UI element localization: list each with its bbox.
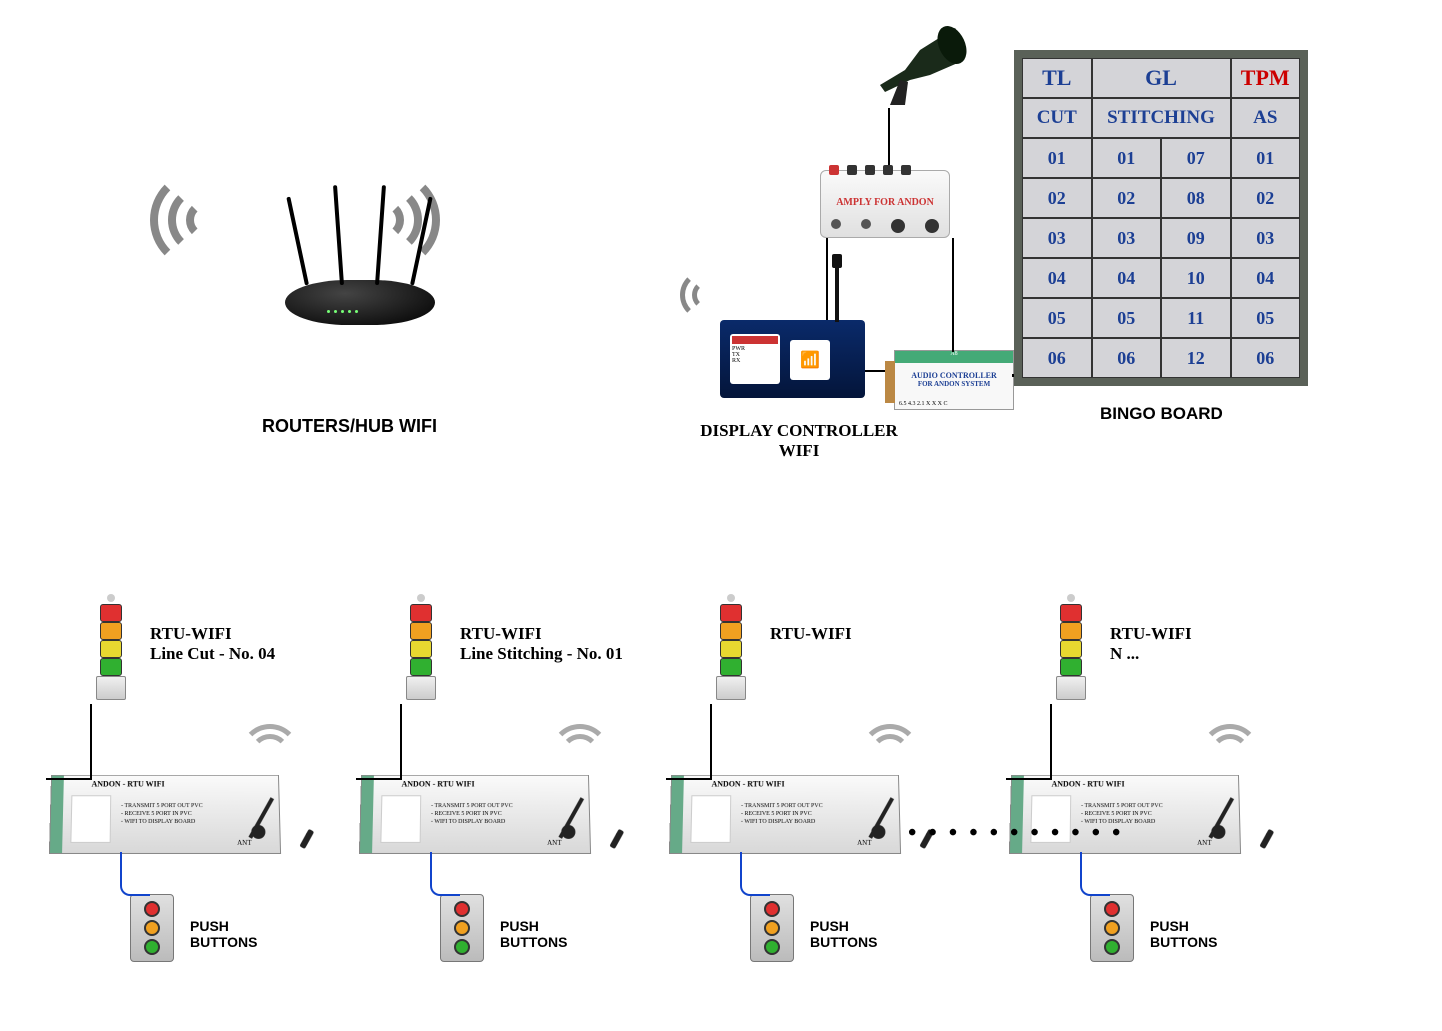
bingo-cell: 10 [1161,258,1231,298]
continuation-dots: • • • • • • • • • • • [908,820,1123,847]
wire [400,704,402,780]
router-icon [285,280,435,325]
rtu-box: ANDON - RTU WIFI - TRANSMIT 5 PORT OUT P… [49,775,281,854]
bingo-cell: 04 [1231,258,1301,298]
bingo-cell: 02 [1092,178,1162,218]
bingo-cell: 06 [1022,338,1092,378]
bingo-cell: 04 [1092,258,1162,298]
push-buttons-label: PUSH BUTTONS [500,918,567,950]
wire [952,238,954,352]
rtu-label: RTU-WIFI [770,624,1020,644]
bingo-cell: 03 [1092,218,1162,258]
bingo-cell: 05 [1092,298,1162,338]
wire [1006,778,1052,780]
bingo-header-cell: TL [1022,58,1092,98]
tower-light-icon [720,594,742,700]
bingo-cell: 01 [1231,138,1301,178]
push-buttons-label: PUSH BUTTONS [1150,918,1217,950]
push-button-box[interactable] [130,894,174,962]
bingo-cell: 01 [1022,138,1092,178]
wire [90,704,92,780]
wire [120,852,150,896]
wire [826,238,828,320]
wire [430,852,460,896]
push-button-box[interactable] [440,894,484,962]
bingo-cell: 07 [1161,138,1231,178]
bingo-cell: 09 [1161,218,1231,258]
bingo-cell: 05 [1022,298,1092,338]
audio-controller: A8 AUDIO CONTROLLER FOR ANDON SYSTEM 6.5… [894,350,1014,410]
speaker-icon [870,20,970,115]
router-section [180,120,540,165]
rtu-label: RTU-WIFIN ... [1110,624,1360,664]
wire [666,778,712,780]
tower-light-icon [100,594,122,700]
bingo-cell: 12 [1161,338,1231,378]
tower-light-icon [410,594,432,700]
bingo-cell: 03 [1022,218,1092,258]
wire [740,852,770,896]
bingo-cell: 11 [1161,298,1231,338]
bingo-board: TLGLTPM CUTSTITCHINGAS 01010701020208020… [1014,50,1308,386]
wire [1080,852,1110,896]
bingo-cell: 05 [1231,298,1301,338]
bingo-cell: 06 [1092,338,1162,378]
bingo-cell: 02 [1231,178,1301,218]
rtu-box: ANDON - RTU WIFI - TRANSMIT 5 PORT OUT P… [359,775,591,854]
bingo-cell: 02 [1022,178,1092,218]
tower-light-icon [1060,594,1082,700]
wire [356,778,402,780]
rtu-label: RTU-WIFILine Cut - No. 04 [150,624,400,664]
push-button-box[interactable] [750,894,794,962]
wire [46,778,92,780]
bingo-cell: 01 [1092,138,1162,178]
display-controller-label: DISPLAY CONTROLLER WIFI [684,421,914,461]
router-label: ROUTERS/HUB WIFI [262,416,437,437]
bingo-subheader-cell: CUT [1022,98,1092,138]
bingo-header-cell: GL [1092,58,1231,98]
bingo-header-cell: TPM [1231,58,1301,98]
wire [710,704,712,780]
bingo-cell: 04 [1022,258,1092,298]
wire [1050,704,1052,780]
bingo-cell: 06 [1231,338,1301,378]
rtu-box: ANDON - RTU WIFI - TRANSMIT 5 PORT OUT P… [669,775,901,854]
bingo-cell: 03 [1231,218,1301,258]
wire [888,108,890,170]
rtu-label: RTU-WIFILine Stitching - No. 01 [460,624,710,664]
bingo-subheader-cell: AS [1231,98,1301,138]
amplifier: AMPLY FOR ANDON [820,170,950,238]
push-buttons-label: PUSH BUTTONS [190,918,257,950]
amplifier-label: AMPLY FOR ANDON [821,171,949,208]
bingo-board-label: BINGO BOARD [1100,404,1223,424]
bingo-cell: 08 [1161,178,1231,218]
display-controller: PWRTXRX 📶 [720,320,865,398]
push-buttons-label: PUSH BUTTONS [810,918,877,950]
bingo-subheader-cell: STITCHING [1092,98,1231,138]
push-button-box[interactable] [1090,894,1134,962]
